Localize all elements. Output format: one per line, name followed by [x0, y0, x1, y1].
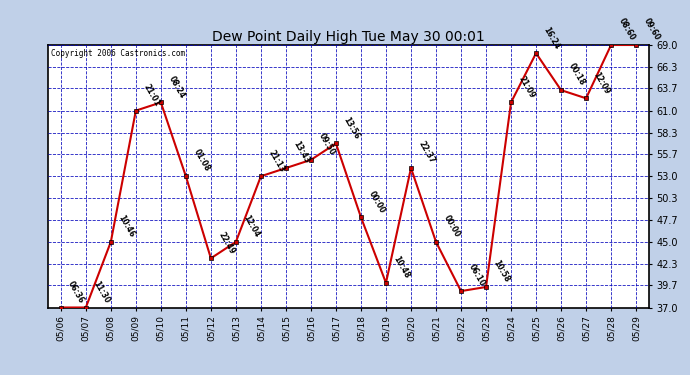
Text: 11:30: 11:30 — [91, 279, 111, 305]
Text: 21:13: 21:13 — [266, 148, 286, 174]
Text: Copyright 2006 Castronics.com: Copyright 2006 Castronics.com — [51, 49, 186, 58]
Text: 00:00: 00:00 — [366, 189, 386, 214]
Text: 22:49: 22:49 — [217, 230, 236, 255]
Text: 13:43: 13:43 — [291, 140, 311, 165]
Text: 22:37: 22:37 — [417, 140, 437, 165]
Text: 21:01: 21:01 — [141, 82, 161, 108]
Text: 12:04: 12:04 — [241, 214, 262, 239]
Text: 21:09: 21:09 — [517, 74, 536, 100]
Text: 08:60: 08:60 — [617, 17, 637, 42]
Text: 00:00: 00:00 — [442, 214, 462, 239]
Text: 16:24: 16:24 — [542, 25, 562, 50]
Text: 09:60: 09:60 — [642, 17, 662, 42]
Text: 08:24: 08:24 — [166, 74, 186, 100]
Text: 06:36: 06:36 — [66, 279, 86, 305]
Text: 10:58: 10:58 — [491, 259, 511, 284]
Text: 01:08: 01:08 — [191, 148, 211, 174]
Text: 12:09: 12:09 — [591, 70, 611, 96]
Text: 00:18: 00:18 — [566, 62, 586, 87]
Text: 13:56: 13:56 — [342, 116, 362, 141]
Text: 10:48: 10:48 — [391, 255, 411, 280]
Text: 06:10: 06:10 — [466, 263, 486, 288]
Title: Dew Point Daily High Tue May 30 00:01: Dew Point Daily High Tue May 30 00:01 — [212, 30, 485, 44]
Text: 09:50: 09:50 — [317, 132, 336, 157]
Text: 10:46: 10:46 — [117, 214, 136, 239]
